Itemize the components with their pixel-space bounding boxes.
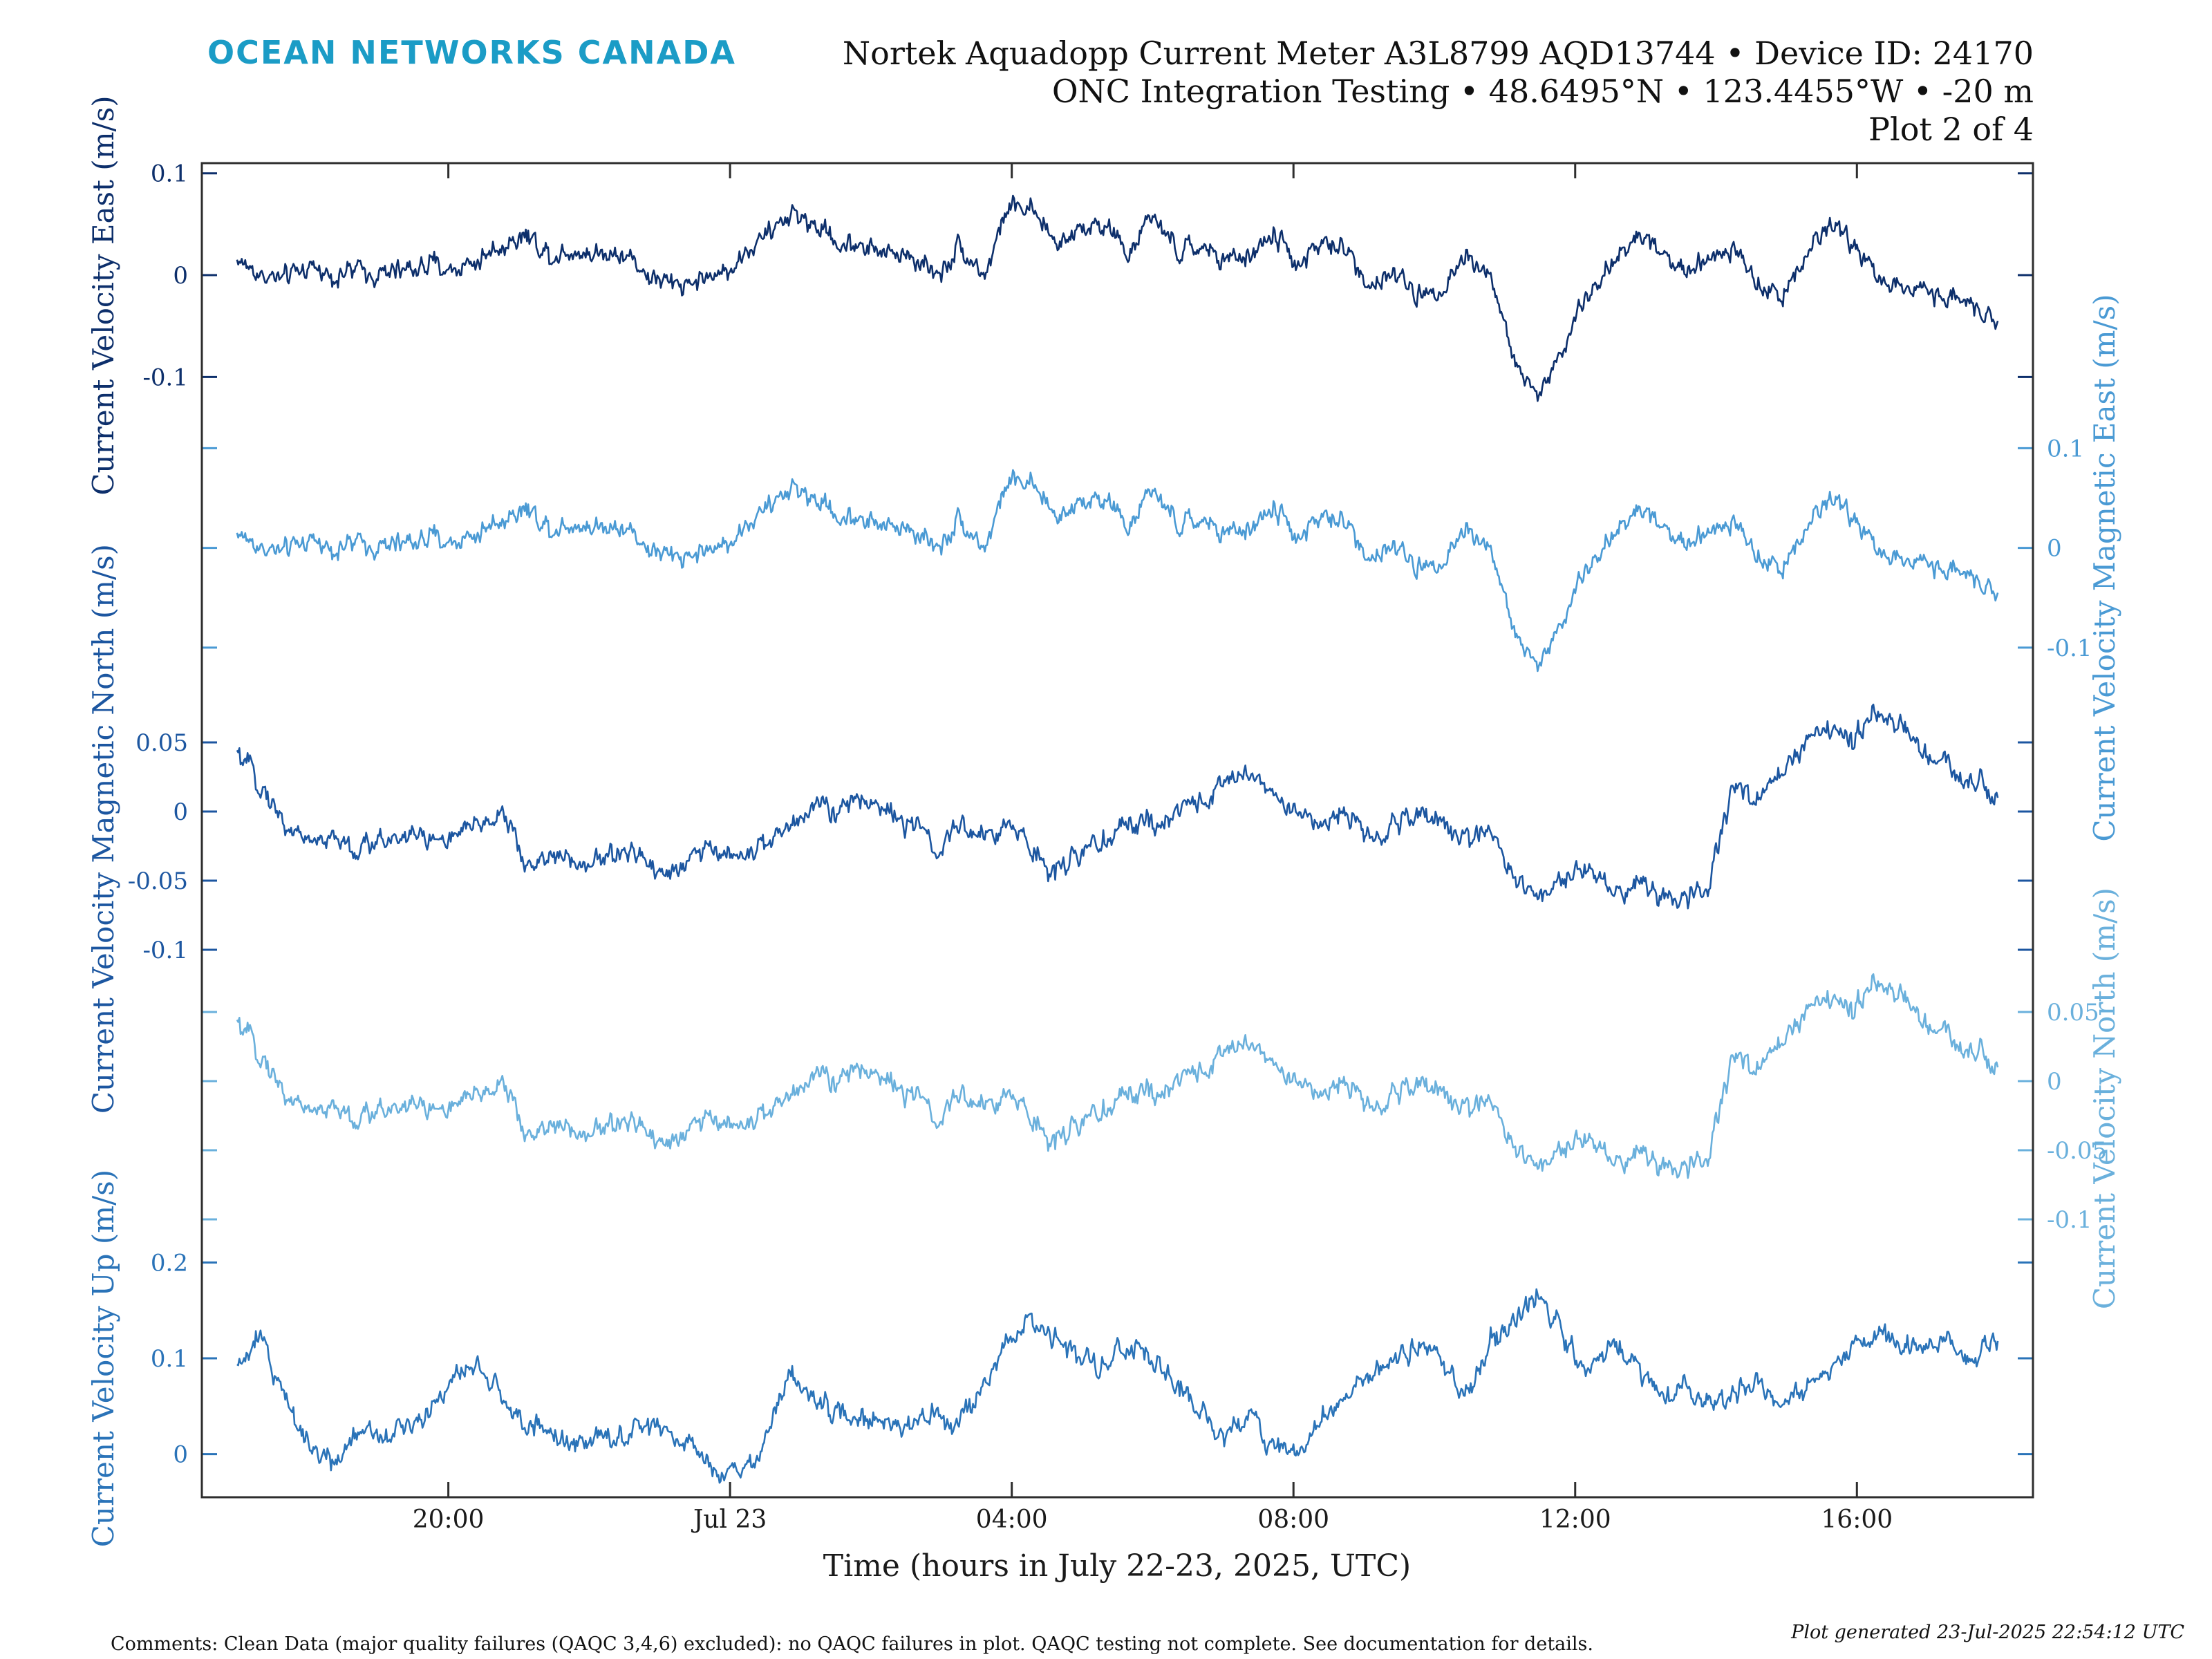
x-tick-label: 04:00 [976,1506,1048,1534]
y-tick-label: 0 [173,1441,188,1469]
y-tick-label: 0 [2047,1068,2062,1096]
y-tick-label: -0.1 [2047,1206,2092,1234]
series-line-current-velocity-magnetic-north [236,704,1999,910]
series-line-current-velocity-magnetic-east [236,469,1999,673]
x-tick-label: 08:00 [1257,1506,1329,1534]
x-tick-label: 16:00 [1821,1506,1893,1534]
chart-title-line1: Nortek Aquadopp Current Meter A3L8799 AQ… [843,35,2034,72]
y-tick-label: 0 [173,262,188,290]
series-line-current-velocity-east [236,194,1999,402]
footer-generated: Plot generated 23-Jul-2025 22:54:12 UTC [1790,1622,2184,1643]
chart-title-line3: Plot 2 of 4 [1868,111,2034,148]
x-tick-label: 20:00 [413,1506,485,1534]
y-tick-label: 0.1 [151,1345,188,1373]
panel-current-velocity-magnetic-north: 0.05 0 -0.05 -0.1 Current Velocity Magnetic … [86,544,2033,1114]
y-tick-label: -0.05 [128,868,188,895]
y-tick-label: 0.05 [2047,999,2099,1027]
x-axis: 20:00 Jul 23 04:00 08:00 12:00 16:00 [413,163,1893,1534]
series-line-current-velocity-north [236,973,1999,1179]
y-tick-label: 0 [2047,535,2062,563]
brand-logo: OCEAN NETWORKS CANADA [207,34,736,71]
y-tick-label: 0.1 [2047,435,2084,462]
y-axis-label-current-velocity-magnetic-north: Current Velocity Magnetic North (m/s) [86,544,120,1114]
y-tick-label: 0.05 [135,729,188,757]
chart-title-line2: ONC Integration Testing • 48.6495°N • 12… [1052,73,2034,110]
y-axis-label-current-velocity-east: Current Velocity East (m/s) [86,95,120,495]
y-tick-label: 0 [173,798,188,826]
y-axis-label-current-velocity-magnetic-east: Current Velocity Magnetic East (m/s) [2088,294,2121,841]
x-tick-label: 12:00 [1539,1506,1611,1534]
chart-panels: 0.1 0 -0.1 Current Velocity East (m/s) 0.1 0 -… [86,95,2121,1547]
y-tick-label: -0.1 [142,364,188,391]
x-axis-label: Time (hours in July 22-23, 2025, UTC) [823,1548,1411,1584]
y-axis-label-current-velocity-up: Current Velocity Up (m/s) [86,1170,120,1547]
y-tick-label: 0.1 [151,160,188,188]
y-tick-label: 0.2 [151,1249,188,1277]
footer-comments: Comments: Clean Data (major quality fail… [111,1633,1593,1655]
y-tick-label: -0.05 [2047,1137,2107,1165]
panel-current-velocity-east: 0.1 0 -0.1 Current Velocity East (m/s) [86,95,2033,496]
y-tick-label: -0.1 [2047,635,2092,662]
x-tick-label: Jul 23 [691,1506,767,1534]
plot-frame [200,162,2034,1499]
y-axis-label-current-velocity-north: Current Velocity North (m/s) [2088,888,2121,1309]
y-tick-label: -0.1 [142,937,188,964]
series-line-current-velocity-up [236,1288,1999,1484]
panel-current-velocity-up: 0.2 0.1 0 Current Velocity Up (m/s) [86,1170,2033,1547]
